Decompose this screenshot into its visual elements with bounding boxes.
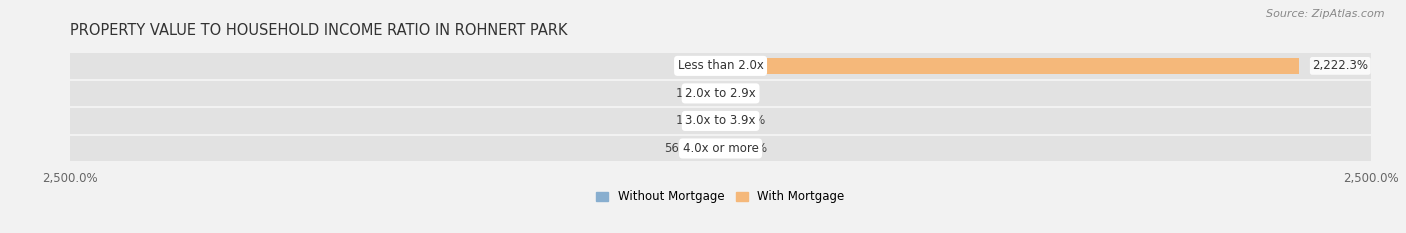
Bar [70,108,1371,134]
Bar [717,86,720,101]
Text: 4.0x or more: 4.0x or more [683,142,758,155]
Bar [720,86,723,101]
Legend: Without Mortgage, With Mortgage: Without Mortgage, With Mortgage [592,185,849,208]
Bar [706,140,720,157]
Text: PROPERTY VALUE TO HOUSEHOLD INCOME RATIO IN ROHNERT PARK: PROPERTY VALUE TO HOUSEHOLD INCOME RATIO… [70,24,568,38]
Text: 20.3%: 20.3% [731,142,768,155]
Text: Less than 2.0x: Less than 2.0x [678,59,763,72]
Text: 7.8%: 7.8% [727,87,756,100]
Bar [717,58,720,74]
Text: 3.0x to 3.9x: 3.0x to 3.9x [685,114,756,127]
Bar [720,140,725,157]
Text: 13.0%: 13.0% [675,114,713,127]
Bar [717,113,720,129]
Bar [720,58,1299,74]
Text: 13.1%: 13.1% [675,87,713,100]
Text: 2,222.3%: 2,222.3% [1312,59,1368,72]
Text: Source: ZipAtlas.com: Source: ZipAtlas.com [1267,9,1385,19]
Text: 11.8%: 11.8% [728,114,766,127]
Text: 15.5%: 15.5% [675,59,711,72]
Bar [70,53,1371,79]
Bar [70,136,1371,161]
Bar [70,81,1371,106]
Text: 2.0x to 2.9x: 2.0x to 2.9x [685,87,756,100]
Text: 56.4%: 56.4% [664,142,702,155]
Bar [720,113,724,129]
